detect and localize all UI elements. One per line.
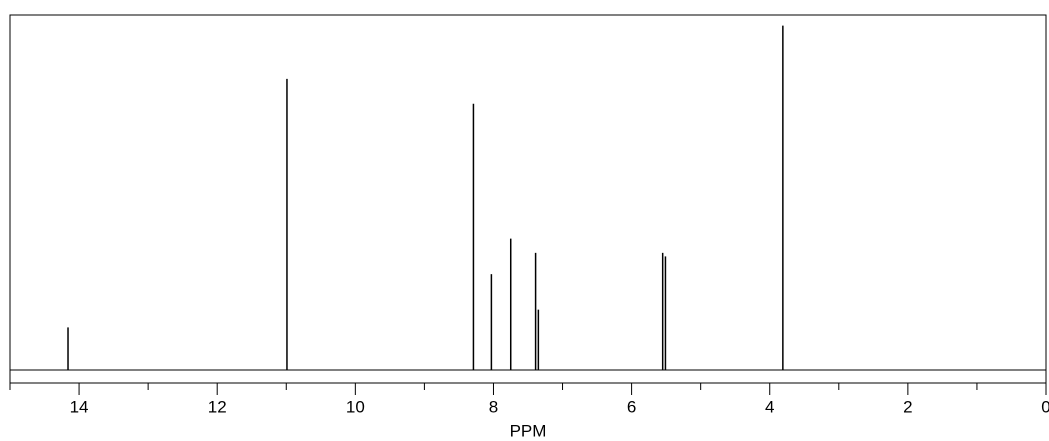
x-tick-label: 4 (765, 397, 774, 416)
x-axis-label: PPM (510, 421, 547, 440)
x-tick-label: 14 (70, 397, 89, 416)
x-tick-label: 2 (903, 397, 912, 416)
x-tick-label: 0 (1041, 397, 1049, 416)
x-tick-label: 12 (208, 397, 227, 416)
plot-frame (9, 14, 1047, 384)
x-tick-label: 10 (346, 397, 365, 416)
x-tick-label: 8 (489, 397, 498, 416)
x-tick-label: 6 (627, 397, 636, 416)
